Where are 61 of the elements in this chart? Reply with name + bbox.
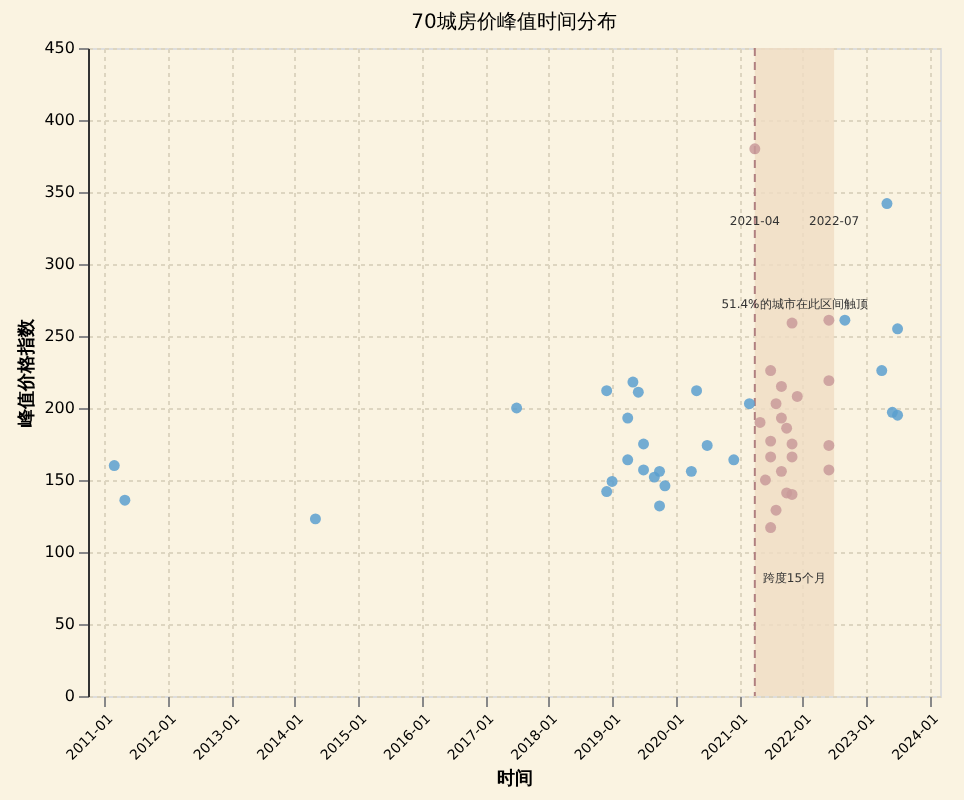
point — [765, 451, 777, 463]
point — [119, 494, 131, 506]
point — [632, 386, 644, 398]
y-tick-label: 300 — [44, 255, 75, 273]
point — [786, 488, 798, 500]
point — [775, 465, 787, 477]
point — [823, 375, 835, 387]
y-tick-label: 50 — [54, 615, 75, 633]
point — [781, 422, 793, 434]
point — [823, 439, 835, 451]
point — [606, 475, 618, 487]
point — [601, 486, 613, 497]
point — [622, 412, 634, 424]
y-tick-label: 200 — [44, 399, 75, 417]
point — [108, 460, 120, 472]
y-tick-label: 100 — [44, 543, 75, 561]
y-tick-label: 150 — [44, 471, 75, 489]
point — [309, 513, 321, 525]
point — [691, 385, 703, 397]
point — [823, 314, 835, 326]
point — [876, 365, 888, 377]
point — [892, 323, 904, 335]
point — [775, 412, 787, 424]
point — [765, 365, 777, 377]
x-axis-title: 时间 — [497, 768, 533, 791]
point — [823, 464, 835, 476]
y-axis-title: 峰值价格指数 — [16, 317, 39, 427]
point — [743, 398, 755, 410]
point — [786, 451, 798, 463]
point — [601, 385, 613, 397]
point — [659, 480, 671, 492]
point — [881, 198, 893, 209]
point — [770, 504, 782, 516]
point — [638, 464, 650, 476]
point — [627, 376, 639, 388]
point — [749, 143, 761, 155]
point — [759, 474, 771, 486]
point — [622, 454, 634, 466]
point — [754, 416, 766, 428]
point — [701, 439, 713, 451]
point — [685, 465, 697, 477]
point — [765, 522, 777, 533]
point — [511, 402, 523, 414]
point — [728, 454, 740, 466]
y-tick-label: 0 — [64, 687, 75, 705]
point — [786, 317, 798, 329]
point — [839, 314, 851, 326]
y-tick-label: 250 — [44, 327, 75, 345]
point — [770, 398, 782, 410]
point — [765, 435, 777, 447]
chart-title: 70城房价峰值时间分布 — [411, 10, 617, 34]
y-tick-label: 400 — [44, 111, 75, 129]
point — [791, 391, 803, 402]
point — [654, 465, 666, 477]
point — [638, 438, 650, 450]
point — [786, 438, 798, 450]
point — [654, 500, 666, 512]
y-tick-label: 350 — [44, 183, 75, 201]
point — [892, 409, 904, 421]
y-tick-label: 450 — [44, 39, 75, 57]
point — [775, 380, 787, 392]
